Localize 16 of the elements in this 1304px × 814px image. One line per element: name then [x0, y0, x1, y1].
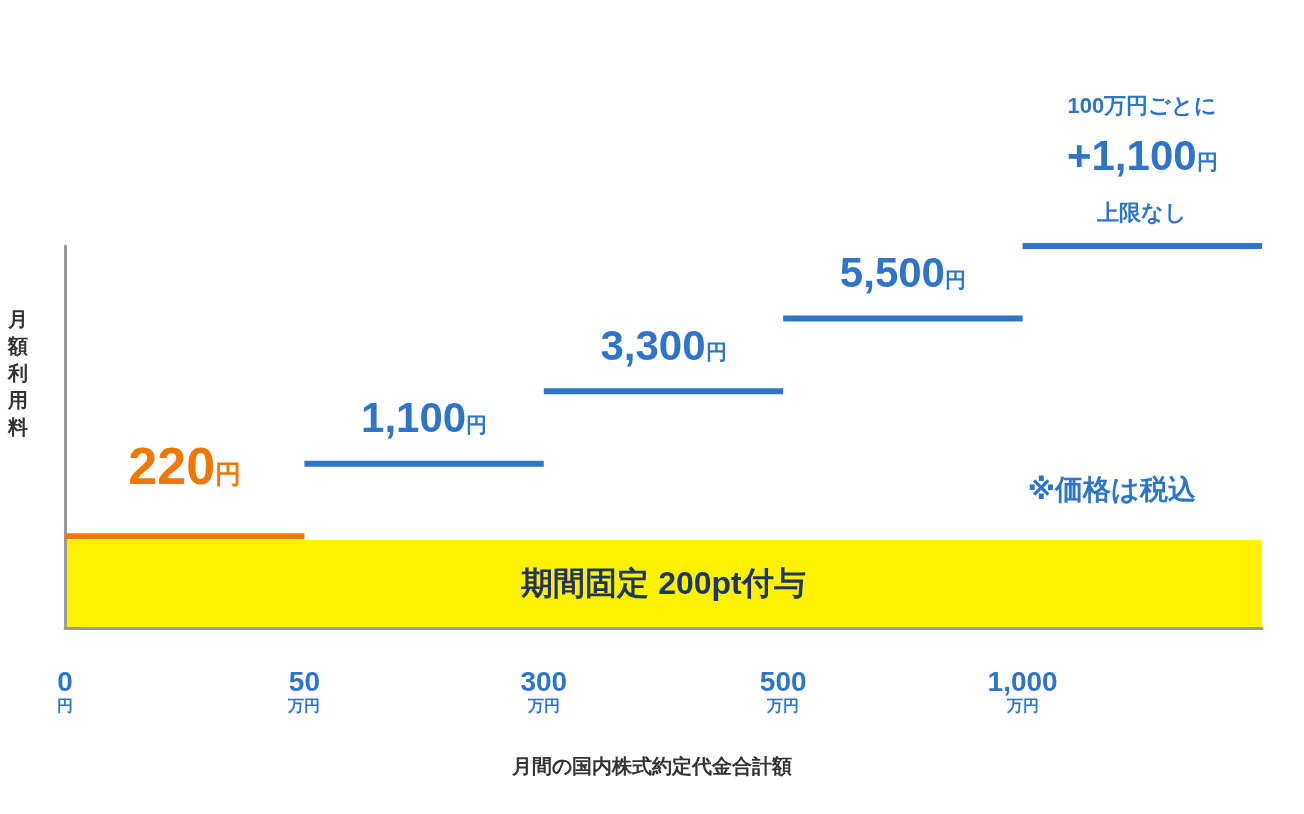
- category-label: 0円: [57, 665, 73, 714]
- data-label: +1,100円: [1066, 131, 1218, 179]
- category-label: 50万円: [287, 665, 321, 714]
- category-label: 500万円: [759, 665, 807, 714]
- data-label: 220円: [128, 437, 242, 496]
- data-label: 5,500円: [839, 249, 966, 297]
- text: 100万円ごとに: [1067, 92, 1218, 118]
- data-label: 3,300円: [600, 321, 727, 369]
- text: 上限なし: [1096, 199, 1188, 225]
- data-label: 1,100円: [361, 394, 488, 442]
- text: 月額利用料: [7, 307, 28, 438]
- text: ※価格は税込: [1027, 473, 1197, 505]
- category-label: 300万円: [520, 665, 568, 714]
- banner: 期間固定 200pt付与: [65, 540, 1262, 628]
- text: 月間の国内株式約定代金合計額: [511, 755, 792, 777]
- category-label: 1,000万円: [987, 665, 1058, 714]
